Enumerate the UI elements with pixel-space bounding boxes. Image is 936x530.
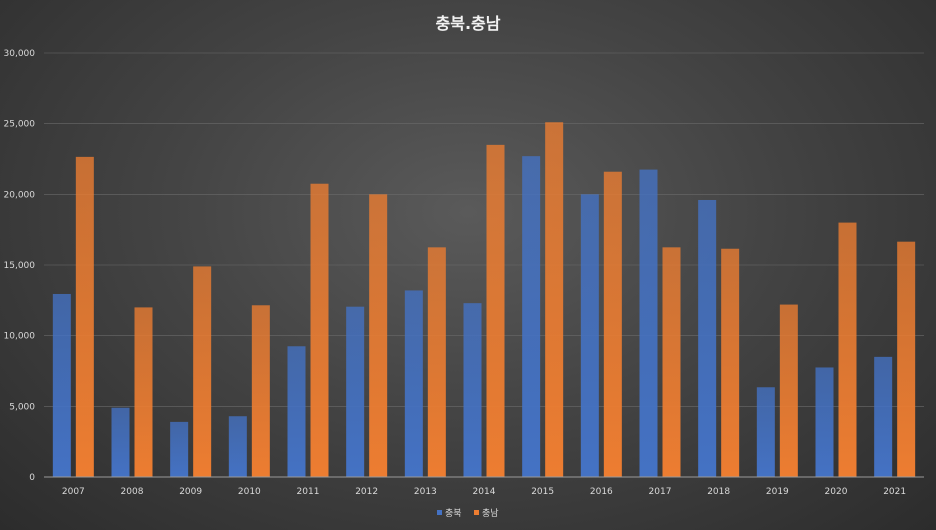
- x-tick-label: 2007: [62, 487, 85, 497]
- x-tick-label: 2016: [590, 487, 613, 497]
- bar-chungnam-2010: [251, 305, 270, 477]
- bar-chungbuk-2019: [756, 387, 775, 477]
- y-tick-label: 10,000: [4, 332, 36, 342]
- x-tick-label: 2009: [179, 487, 202, 497]
- bar-chungbuk-2007: [52, 293, 71, 477]
- y-tick-label: 0: [29, 473, 35, 483]
- bar-chungnam-2021: [897, 241, 916, 477]
- y-axis-ticks: 0 5,000 10,000 15,000 20,000 25,000 30,000: [4, 49, 36, 483]
- x-tick-label: 2021: [883, 487, 906, 497]
- x-tick-label: 2018: [707, 487, 730, 497]
- x-tick-label: 2010: [238, 487, 261, 497]
- chart-title: 충북.충남: [436, 14, 501, 33]
- bar-chungnam-2015: [545, 122, 564, 478]
- bar-chungnam-2007: [75, 156, 94, 477]
- y-tick-label: 5,000: [9, 402, 35, 412]
- y-tick-label: 15,000: [4, 261, 36, 271]
- bar-chungbuk-2017: [639, 169, 658, 477]
- x-tick-label: 2015: [531, 487, 554, 497]
- bar-chungnam-2008: [134, 307, 153, 477]
- y-tick-label: 20,000: [4, 190, 36, 200]
- grid-lines: [44, 52, 924, 407]
- bar-chungbuk-2021: [874, 356, 893, 477]
- bar-chungnam-2014: [486, 144, 505, 477]
- x-tick-label: 2017: [649, 487, 672, 497]
- x-tick-label: 2019: [766, 487, 789, 497]
- bar-chungnam-2018: [721, 248, 740, 477]
- legend-label-chungnam: 충남: [482, 508, 499, 519]
- bar-chungnam-2013: [427, 247, 446, 477]
- legend-label-chungbuk: 충북: [445, 508, 462, 519]
- bar-chungbuk-2020: [815, 367, 834, 477]
- bar-chungnam-2020: [838, 222, 857, 477]
- bar-chungbuk-2009: [170, 421, 189, 477]
- bar-chungnam-2016: [603, 171, 622, 477]
- x-tick-label: 2011: [297, 487, 320, 497]
- bar-chungbuk-2018: [698, 199, 717, 477]
- bar-chungbuk-2008: [111, 407, 130, 477]
- bar-chungbuk-2016: [580, 194, 599, 478]
- bars: [52, 122, 916, 478]
- x-tick-label: 2020: [825, 487, 848, 497]
- bar-chungnam-2017: [662, 247, 681, 477]
- y-tick-label: 30,000: [4, 49, 36, 59]
- x-tick-label: 2014: [473, 487, 496, 497]
- y-tick-label: 25,000: [4, 120, 36, 130]
- x-tick-label: 2012: [355, 487, 378, 497]
- legend-swatch-chungbuk: [437, 510, 442, 515]
- bar-chungnam-2019: [779, 304, 798, 477]
- bar-chungnam-2011: [310, 183, 329, 477]
- bar-chungbuk-2011: [287, 346, 306, 477]
- legend-swatch-chungnam: [474, 510, 479, 515]
- legend: 충북 충남: [437, 508, 499, 519]
- bar-chungbuk-2013: [404, 290, 423, 477]
- bar-chungbuk-2015: [522, 156, 541, 477]
- bar-chungnam-2009: [193, 266, 212, 477]
- bar-chungbuk-2014: [463, 303, 482, 477]
- x-tick-label: 2008: [121, 487, 144, 497]
- bar-chungbuk-2010: [228, 416, 247, 477]
- x-tick-label: 2013: [414, 487, 437, 497]
- x-axis-ticks: 2007 2008 2009 2010 2011 2012 2013 2014 2015 2016…: [62, 487, 906, 497]
- bar-chungnam-2012: [369, 194, 388, 478]
- bar-chungbuk-2012: [346, 306, 365, 477]
